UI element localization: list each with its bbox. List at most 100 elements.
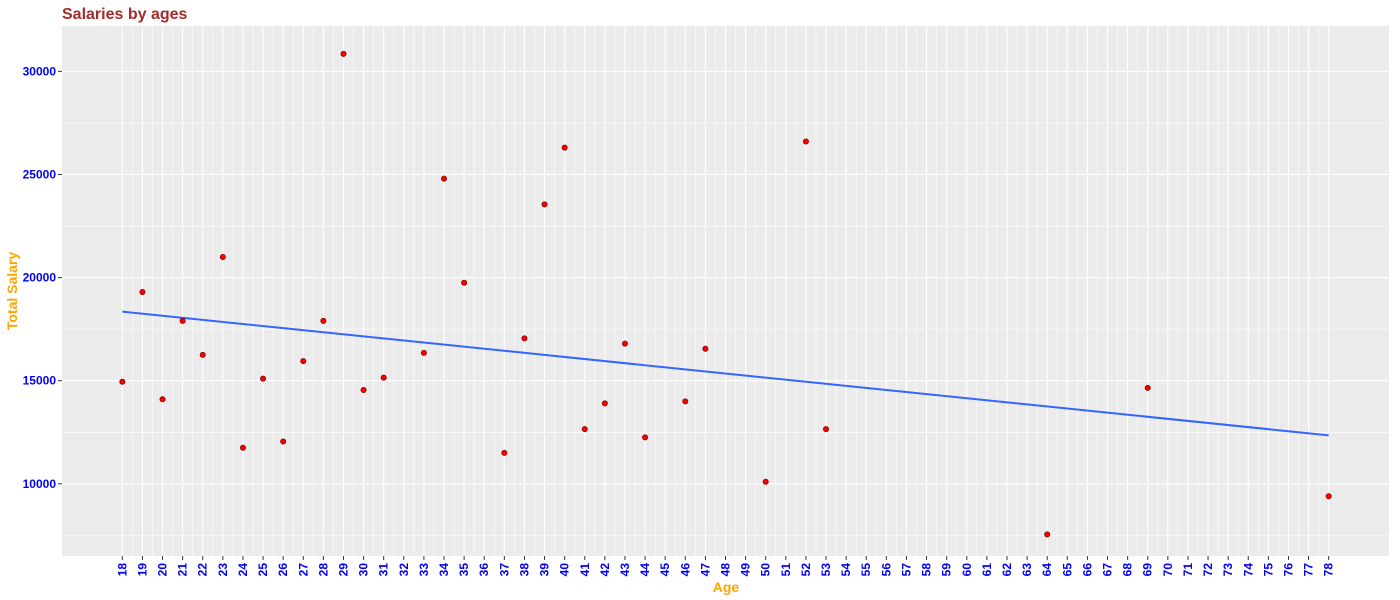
x-tick-label: 43	[618, 563, 632, 577]
x-tick-label: 71	[1181, 563, 1195, 577]
x-tick-label: 78	[1322, 563, 1336, 577]
x-tick-label: 50	[759, 563, 773, 577]
x-tick-label: 51	[779, 563, 793, 577]
y-tick-label: 25000	[23, 167, 57, 181]
data-point	[1044, 531, 1051, 538]
data-point	[260, 375, 267, 382]
data-point	[702, 345, 709, 352]
data-point	[179, 317, 186, 324]
data-point	[239, 444, 246, 451]
data-point	[159, 396, 166, 403]
x-tick-label: 20	[156, 563, 170, 577]
x-tick-label: 57	[899, 563, 913, 577]
x-tick-label: 19	[135, 563, 149, 577]
x-tick-label: 74	[1241, 563, 1255, 577]
trend-line-group	[122, 310, 1329, 437]
x-tick-label: 72	[1201, 563, 1215, 577]
x-tick-label: 18	[115, 563, 129, 577]
x-tick-label: 52	[799, 563, 813, 577]
x-tick-label: 29	[336, 563, 350, 577]
data-point	[461, 279, 468, 286]
x-tick-label: 59	[940, 563, 954, 577]
x-tick-label: 73	[1221, 563, 1235, 577]
data-point	[420, 349, 427, 356]
x-tick-label: 35	[457, 563, 471, 577]
data-point	[219, 253, 226, 260]
data-point	[521, 335, 528, 342]
x-tick-label: 41	[578, 563, 592, 577]
y-axis: 10000 15000 20000 25000 30000	[23, 64, 62, 491]
x-tick-label: 38	[517, 563, 531, 577]
x-tick-label: 46	[678, 563, 692, 577]
y-tick-label: 20000	[23, 271, 57, 285]
x-tick-label: 60	[960, 563, 974, 577]
x-tick-label: 68	[1121, 563, 1135, 577]
x-axis: 18 19 20 21 22 23 24 25 26 27 28 29 30 31 32 33 34 35 36 37…	[115, 556, 1336, 577]
data-point	[320, 317, 327, 324]
x-tick-label: 62	[1000, 563, 1014, 577]
data-point	[1325, 493, 1332, 500]
data-point	[501, 449, 508, 456]
x-tick-label: 24	[236, 563, 250, 577]
data-point	[823, 426, 830, 433]
x-axis-title: Age	[713, 579, 740, 595]
x-tick-label: 54	[839, 563, 853, 577]
chart-title: Salaries by ages	[62, 6, 188, 23]
x-tick-label: 69	[1141, 563, 1155, 577]
x-tick-label: 31	[377, 563, 391, 577]
x-tick-label: 67	[1101, 563, 1115, 577]
y-tick-label: 10000	[23, 477, 57, 491]
data-point	[581, 426, 588, 433]
x-tick-label: 45	[658, 563, 672, 577]
x-tick-label: 36	[477, 563, 491, 577]
x-tick-label: 76	[1281, 563, 1295, 577]
data-point	[360, 386, 367, 393]
x-tick-label: 44	[638, 563, 652, 577]
x-tick-label: 75	[1261, 563, 1275, 577]
data-point	[642, 434, 649, 441]
x-tick-label: 26	[276, 563, 290, 577]
data-point	[119, 378, 126, 385]
x-tick-label: 61	[980, 563, 994, 577]
x-tick-label: 55	[859, 563, 873, 577]
trend-line	[122, 310, 1329, 437]
x-tick-label: 70	[1161, 563, 1175, 577]
x-tick-label: 56	[879, 563, 893, 577]
x-tick-label: 47	[698, 563, 712, 577]
y-axis-title: Total Salary	[4, 252, 20, 331]
x-tick-label: 49	[739, 563, 753, 577]
data-point	[561, 144, 568, 151]
data-point	[441, 175, 448, 182]
data-point	[340, 50, 347, 57]
gridlines	[62, 26, 1389, 556]
data-point	[762, 478, 769, 485]
x-tick-label: 27	[296, 563, 310, 577]
data-point	[682, 398, 689, 405]
x-tick-label: 33	[417, 563, 431, 577]
x-tick-label: 30	[357, 563, 371, 577]
data-point	[1144, 384, 1151, 391]
x-tick-label: 21	[176, 563, 190, 577]
data-points	[119, 50, 1332, 538]
data-point	[541, 201, 548, 208]
data-point	[139, 289, 146, 296]
data-point	[601, 400, 608, 407]
data-point	[300, 358, 307, 365]
x-tick-label: 77	[1302, 563, 1316, 577]
x-tick-label: 32	[397, 563, 411, 577]
x-tick-label: 28	[316, 563, 330, 577]
x-tick-label: 40	[558, 563, 572, 577]
x-tick-label: 65	[1060, 563, 1074, 577]
x-tick-label: 64	[1040, 563, 1054, 577]
x-tick-label: 25	[256, 563, 270, 577]
x-tick-label: 53	[819, 563, 833, 577]
x-tick-label: 58	[920, 563, 934, 577]
y-tick-label: 15000	[23, 374, 57, 388]
data-point	[199, 351, 206, 358]
x-tick-label: 34	[437, 563, 451, 577]
x-tick-label: 23	[216, 563, 230, 577]
data-point	[621, 340, 628, 347]
x-tick-label: 37	[497, 563, 511, 577]
data-point	[802, 138, 809, 145]
